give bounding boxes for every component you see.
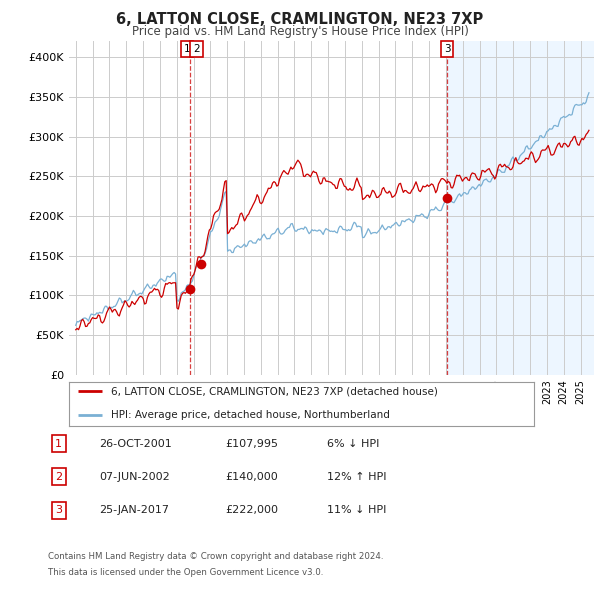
Text: 2: 2	[55, 472, 62, 481]
Text: 6% ↓ HPI: 6% ↓ HPI	[327, 439, 379, 448]
Text: £222,000: £222,000	[225, 506, 278, 515]
Text: 1: 1	[184, 44, 190, 54]
Text: 25-JAN-2017: 25-JAN-2017	[99, 506, 169, 515]
Text: Contains HM Land Registry data © Crown copyright and database right 2024.: Contains HM Land Registry data © Crown c…	[48, 552, 383, 560]
Text: 2: 2	[193, 44, 200, 54]
Text: 6, LATTON CLOSE, CRAMLINGTON, NE23 7XP (detached house): 6, LATTON CLOSE, CRAMLINGTON, NE23 7XP (…	[111, 386, 438, 396]
Text: 12% ↑ HPI: 12% ↑ HPI	[327, 472, 386, 481]
Text: 11% ↓ HPI: 11% ↓ HPI	[327, 506, 386, 515]
Text: 3: 3	[55, 506, 62, 515]
Text: Price paid vs. HM Land Registry's House Price Index (HPI): Price paid vs. HM Land Registry's House …	[131, 25, 469, 38]
Text: HPI: Average price, detached house, Northumberland: HPI: Average price, detached house, Nort…	[111, 410, 390, 420]
Text: £140,000: £140,000	[225, 472, 278, 481]
Text: 07-JUN-2002: 07-JUN-2002	[99, 472, 170, 481]
Bar	[447, 41, 598, 375]
Text: 6, LATTON CLOSE, CRAMLINGTON, NE23 7XP: 6, LATTON CLOSE, CRAMLINGTON, NE23 7XP	[116, 12, 484, 27]
Text: 26-OCT-2001: 26-OCT-2001	[99, 439, 172, 448]
Text: 1: 1	[55, 439, 62, 448]
Text: 3: 3	[444, 44, 451, 54]
Text: £107,995: £107,995	[225, 439, 278, 448]
Text: This data is licensed under the Open Government Licence v3.0.: This data is licensed under the Open Gov…	[48, 568, 323, 576]
